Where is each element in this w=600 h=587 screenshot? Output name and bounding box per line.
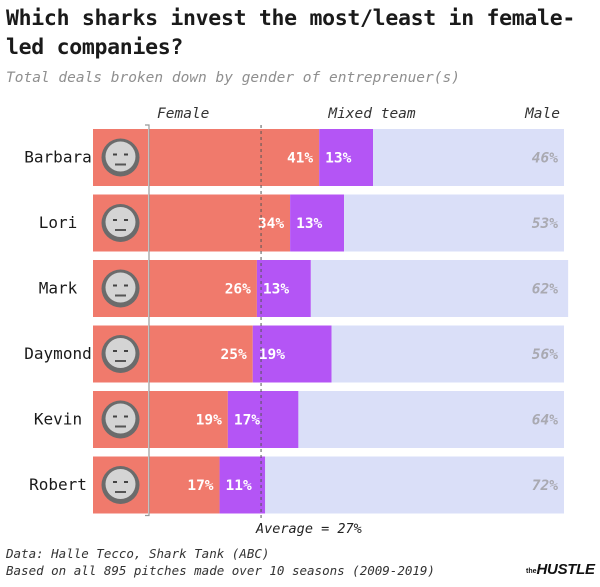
bar-daymond-male [331,325,564,383]
bar-lori-female [149,194,291,252]
data-label-daymond-male: 56% [532,347,558,363]
bar-barbara-mixed-team [319,129,374,186]
data-label-lori-female: 34% [258,216,284,232]
eye-icon [113,219,117,221]
bar-kevin-male [298,391,564,448]
bar-robert-female [149,456,220,514]
mouth-icon [115,294,126,297]
eye-icon [124,415,128,418]
category-label-robert: Robert [29,475,87,494]
eye-icon [124,284,128,287]
data-label-robert-female: 17% [187,478,213,494]
chart-subtitle: Total deals broken down by gender of ent… [6,70,460,86]
legend-label-male: Male [524,106,560,122]
data-label-kevin-mixed: 17% [234,413,260,429]
bar-lori-mixed-team [290,194,345,252]
data-label-barbara-male: 46% [532,151,558,167]
logo-prefix: the [526,568,537,575]
mouth-icon [115,491,126,493]
face-icon [105,469,136,499]
category-label-mark: Mark [39,279,78,298]
bar-daymond-mixed-team [252,325,332,383]
data-label-mark-female: 26% [225,282,251,298]
bar-kevin-female [149,391,228,448]
category-label-lori: Lori [39,213,78,232]
logo-name: HUSTLE [536,561,596,578]
category-label-kevin: Kevin [34,410,82,429]
eye-icon [113,284,117,287]
eye-icon [113,415,117,418]
bar-lori-male [344,194,564,252]
eye-icon [113,481,117,483]
mouth-icon [115,163,126,166]
data-label-barbara-female: 41% [287,151,313,167]
data-label-robert-mixed: 11% [226,478,252,494]
face-icon [105,338,136,368]
data-label-barbara-mixed: 13% [325,151,351,167]
face-icon [105,272,136,303]
data-label-kevin-female: 19% [196,413,222,429]
bar-kevin-mixed-team [227,391,299,448]
mouth-icon [115,425,126,428]
bar-mark-male [310,260,569,317]
eye-icon [124,481,128,483]
mouth-icon [115,229,126,231]
legend-label-mixed-team: Mixed team [327,106,416,122]
data-label-mark-male: 62% [532,282,558,298]
average-reference-label: Average = 27% [255,521,362,537]
data-label-kevin-male: 64% [532,413,558,429]
face-icon [105,207,136,237]
eye-icon [113,153,117,156]
face-icon [105,141,136,172]
eye-icon [113,350,117,352]
bar-mark-mixed-team [256,260,311,317]
bar-robert-male [265,456,564,514]
bar-robert-mixed-team [219,456,266,514]
legend-label-female: Female [157,106,209,122]
mouth-icon [115,360,126,362]
category-label-barbara: Barbara [24,148,91,167]
data-label-lori-male: 53% [532,216,558,232]
bar-barbara-male [373,129,564,186]
bar-barbara-female [149,129,320,186]
bar-daymond-female [149,325,253,383]
chart-title: Which sharks invest the most/least in fe… [6,6,575,60]
stacked-bar-chart: Female Mixed team Male Barbara 41% 13% 46% Lori… [24,106,569,537]
source-note: Data: Halle Tecco, Shark Tank (ABC) [6,546,270,561]
eye-icon [124,219,128,221]
eye-icon [124,350,128,352]
methodology-note: Based on all 895 pitches made over 10 se… [6,563,435,578]
data-label-daymond-female: 25% [221,347,247,363]
data-label-daymond-mixed: 19% [259,347,285,363]
brand-logo: theHUSTLE [526,561,595,579]
footnote: Data: Halle Tecco, Shark Tank (ABC) Base… [6,545,435,579]
bar-mark-female [149,260,257,317]
face-icon [105,403,136,434]
eye-icon [124,153,128,156]
category-label-daymond: Daymond [24,344,91,363]
data-label-robert-male: 72% [532,478,558,494]
axis-bracket [145,124,150,517]
data-label-mark-mixed: 13% [263,282,289,298]
data-label-lori-mixed: 13% [296,216,322,232]
